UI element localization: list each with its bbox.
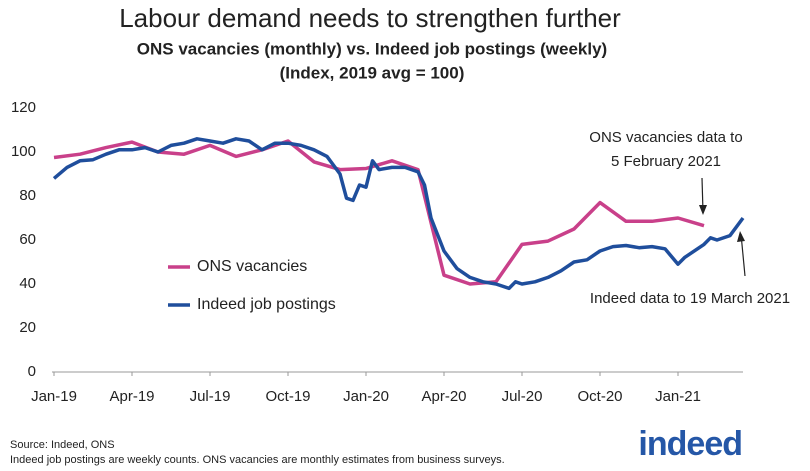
x-tick-label: Jan-20 [343,388,389,405]
y-tick-label: 40 [19,275,36,292]
y-tick-label: 100 [11,143,36,160]
logo: indeed [638,425,742,463]
chart-subtitle: ONS vacancies (monthly) vs. Indeed job p… [137,39,607,58]
x-tick-label: Apr-20 [421,388,466,405]
y-tick-label: 20 [19,319,36,336]
x-tick-label: Jul-20 [502,388,543,405]
annotation: ONS vacancies data to [589,129,742,146]
y-tick-label: 60 [19,231,36,248]
x-tick-label: Oct-20 [577,388,622,405]
source: Source: Indeed, ONS [10,439,115,451]
arrow-head [737,231,745,242]
y-tick-label: 0 [28,363,36,380]
arrow-head [699,205,707,215]
x-tick-label: Jan-19 [31,388,77,405]
legend-label: ONS vacancies [197,258,307,275]
x-tick-label: Oct-19 [265,388,310,405]
annotation: Indeed data to 19 March 2021 [590,290,790,307]
y-tick-label: 80 [19,187,36,204]
legend-label: Indeed job postings [197,296,336,313]
series-line [52,137,745,291]
y-tick-label: 120 [11,99,36,116]
chart-title: Labour demand needs to strengthen furthe… [119,3,621,33]
x-tick-label: Jan-21 [655,388,701,405]
note: Indeed job postings are weekly counts. O… [10,454,505,466]
annotation: 5 February 2021 [611,153,721,170]
series-line [53,139,705,286]
chart-subtitle: (Index, 2019 avg = 100) [280,63,465,82]
x-tick-label: Jul-19 [190,388,231,405]
x-tick-label: Apr-19 [109,388,154,405]
